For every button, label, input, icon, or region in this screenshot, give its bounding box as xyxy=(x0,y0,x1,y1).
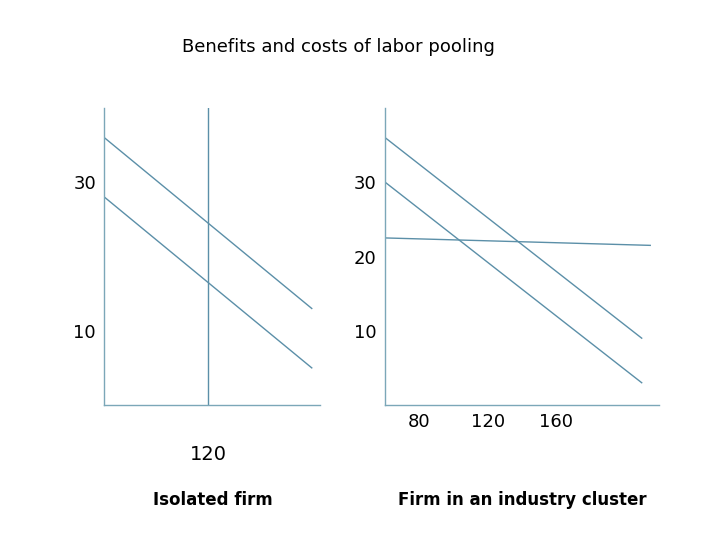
Text: Isolated firm: Isolated firm xyxy=(153,491,272,509)
Text: Firm in an industry cluster: Firm in an industry cluster xyxy=(397,491,647,509)
Text: 120: 120 xyxy=(189,446,227,464)
Text: Benefits and costs of labor pooling: Benefits and costs of labor pooling xyxy=(182,38,495,56)
